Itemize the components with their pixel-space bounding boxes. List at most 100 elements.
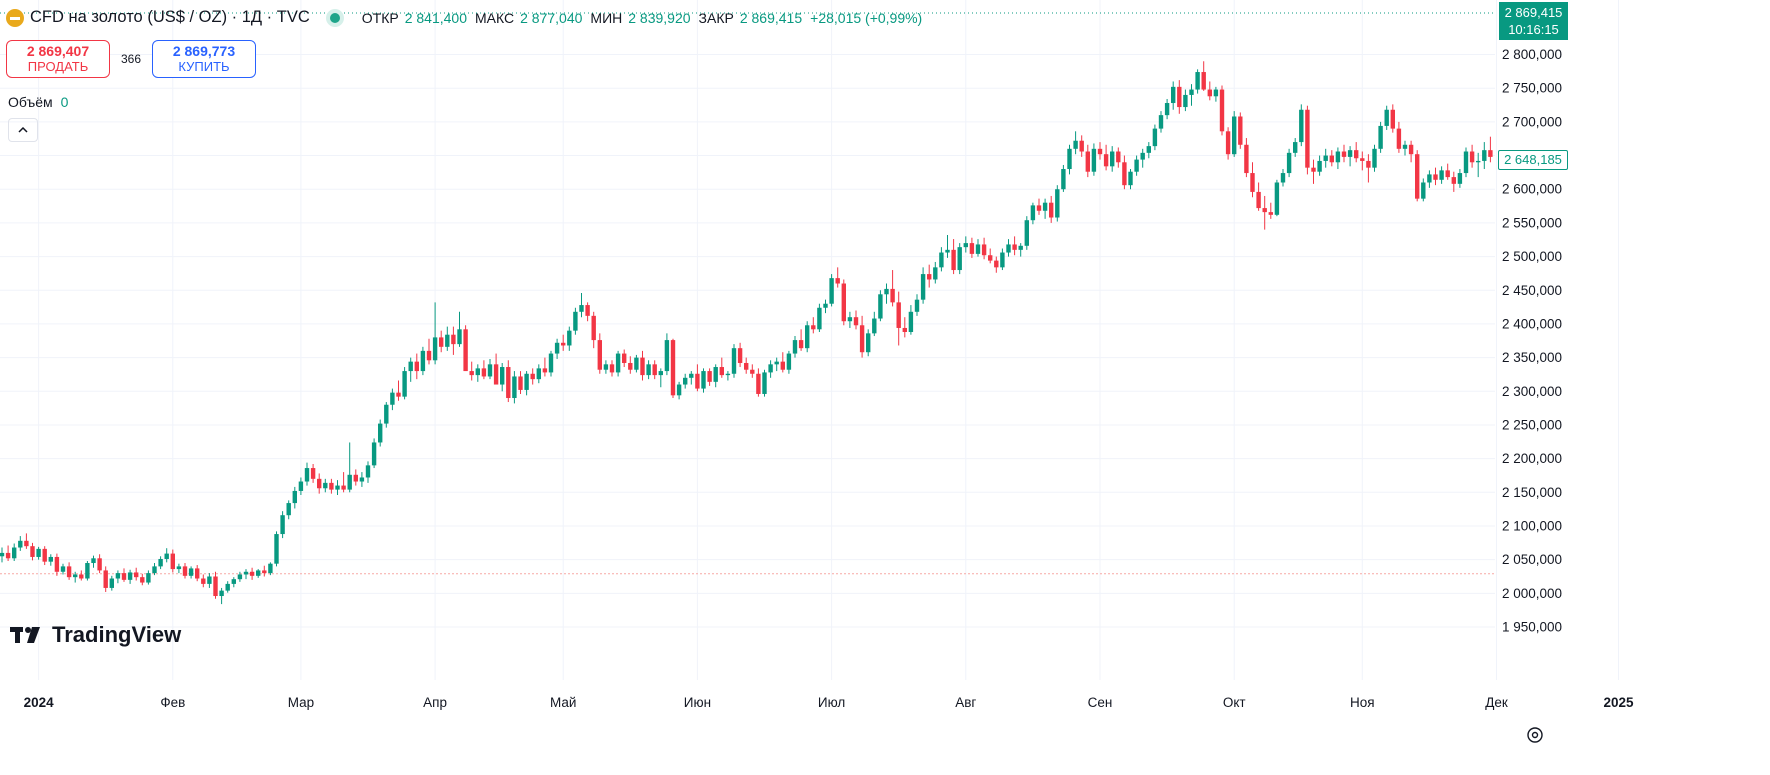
candle-body <box>1415 154 1420 199</box>
candle-body <box>823 303 828 308</box>
price-tick-label: 2 700,000 <box>1502 114 1562 129</box>
symbol-title[interactable]: CFD на золото (US$ / OZ) · 1Д · TVC <box>30 8 310 26</box>
buy-button[interactable]: 2 869,773 КУПИТЬ <box>152 40 256 78</box>
candle-body <box>1085 151 1090 172</box>
ohlc-high-label: МАКС <box>475 9 515 26</box>
candle <box>1103 144 1109 171</box>
candle <box>1152 124 1158 151</box>
candle <box>1433 167 1438 186</box>
candle-body <box>646 364 651 376</box>
market-status-icon[interactable] <box>329 12 340 23</box>
candle <box>1317 155 1322 176</box>
candle-body <box>933 267 938 280</box>
candle <box>1128 169 1133 190</box>
candle-body <box>140 577 145 583</box>
price-tick-label: 2 800,000 <box>1502 47 1562 62</box>
candle-body <box>335 485 340 490</box>
candle <box>1469 144 1475 168</box>
candle <box>762 369 767 397</box>
candle <box>134 567 139 581</box>
candle <box>1262 195 1267 230</box>
candle-body <box>805 325 810 349</box>
candle <box>1006 239 1011 257</box>
candle-body <box>481 368 487 377</box>
ohlc-low-label: МИН <box>590 9 623 26</box>
candle-body <box>500 367 505 385</box>
candle-body <box>573 311 578 331</box>
candle <box>939 247 944 272</box>
candle <box>12 543 17 561</box>
candle-body <box>609 364 615 373</box>
candle <box>1299 104 1304 147</box>
candle-body <box>493 364 499 385</box>
candle <box>201 574 206 588</box>
candle <box>1049 195 1054 223</box>
trade-panel: 2 869,407 ПРОДАТЬ 366 2 869,773 КУПИТЬ <box>6 40 256 78</box>
candle <box>981 237 987 260</box>
candle-body <box>1171 86 1176 104</box>
candle-body <box>872 318 877 334</box>
candle <box>463 325 468 372</box>
volume-value: 0 <box>60 94 69 110</box>
candle <box>1061 164 1066 192</box>
candle <box>1183 89 1188 112</box>
candle <box>1000 248 1005 271</box>
candle-body <box>134 572 139 578</box>
candle-body <box>115 573 121 579</box>
candle <box>48 554 53 566</box>
spread-value: 366 <box>120 52 142 66</box>
candle <box>744 357 749 374</box>
candle-body <box>24 540 29 547</box>
candle <box>719 357 724 378</box>
candle <box>347 442 352 493</box>
candle <box>841 279 846 326</box>
candle <box>1213 86 1219 102</box>
candle-body <box>914 299 920 312</box>
candle-body <box>402 371 407 397</box>
candle-body <box>994 260 999 268</box>
candle-body <box>756 373 761 394</box>
candle <box>79 570 84 581</box>
time-tick-label: Фев <box>160 695 185 710</box>
candle <box>554 338 560 359</box>
candle-body <box>512 376 517 399</box>
volume-legend[interactable]: Объём 0 <box>8 94 68 110</box>
candle-body <box>176 566 182 570</box>
candle <box>1360 151 1365 171</box>
candle <box>280 511 285 539</box>
candle-body <box>927 274 932 280</box>
candle-body <box>548 353 554 373</box>
candle-body <box>1183 94 1188 108</box>
candle <box>914 294 920 316</box>
tradingview-logo[interactable]: TradingView <box>10 622 181 648</box>
price-tick-label: 2 250,000 <box>1502 417 1562 432</box>
candle-body <box>304 468 310 482</box>
candle-body <box>1232 116 1237 155</box>
candle <box>780 352 785 373</box>
candle-body <box>121 573 127 580</box>
candle <box>622 349 627 368</box>
candle <box>1335 147 1341 170</box>
candle-body <box>323 482 328 489</box>
candle-body <box>298 481 304 491</box>
candle-body <box>707 371 712 382</box>
candle <box>1079 135 1084 157</box>
time-tick-label: Дек <box>1485 695 1508 710</box>
candle-body <box>426 350 432 361</box>
sell-button[interactable]: 2 869,407 ПРОДАТЬ <box>6 40 110 78</box>
candle-body <box>670 340 676 396</box>
ohlc-values: ОТКР 2 841,400 МАКС 2 877,040 МИН 2 839,920… <box>362 10 924 26</box>
candle-body <box>347 474 352 490</box>
candle-body <box>634 357 639 370</box>
candle <box>231 577 236 588</box>
collapse-legend-button[interactable] <box>8 118 38 142</box>
candle <box>859 315 865 358</box>
candle-body <box>1390 109 1395 129</box>
gear-icon[interactable] <box>1524 724 1546 746</box>
candle-body <box>524 373 529 390</box>
candle <box>390 388 395 411</box>
candle <box>774 357 779 372</box>
candle <box>1097 142 1103 160</box>
candle-body <box>256 570 261 576</box>
